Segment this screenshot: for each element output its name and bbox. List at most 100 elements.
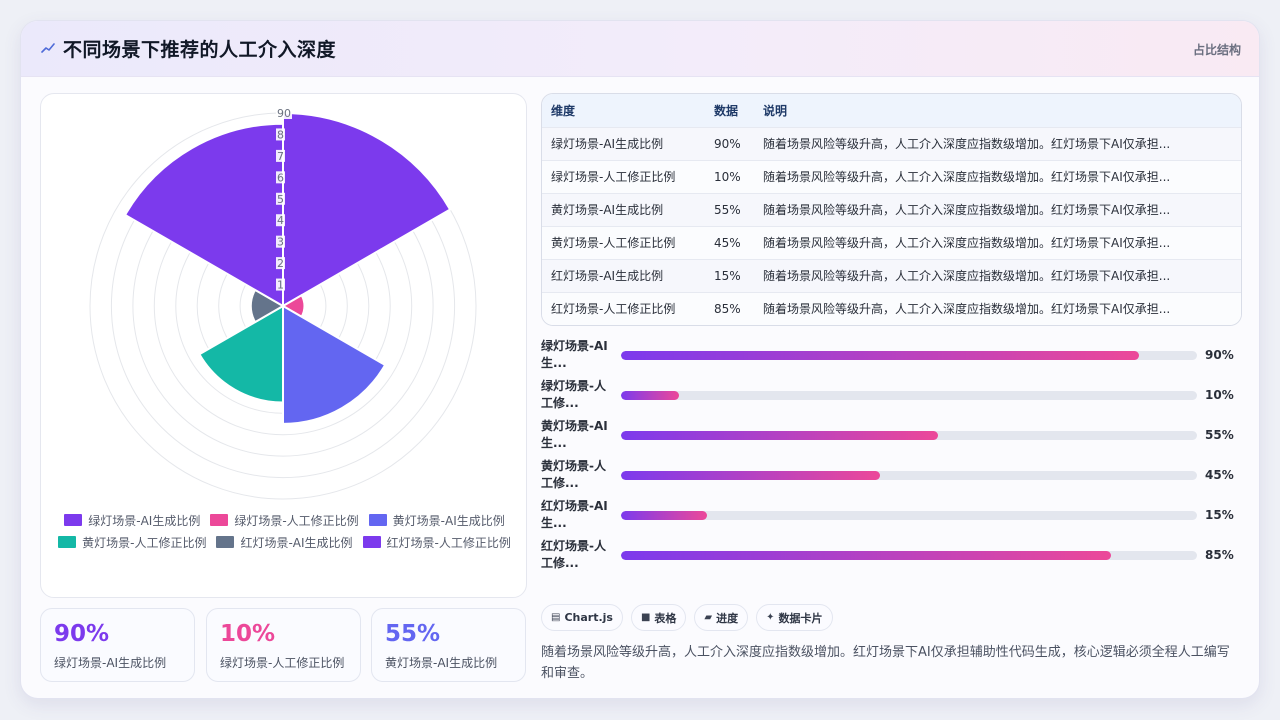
value-cell: 45% xyxy=(714,235,741,250)
progress-fill xyxy=(621,551,1111,560)
chip-label: 表格 xyxy=(654,611,677,625)
legend-label: 绿灯场景-人工修正比例 xyxy=(234,513,359,528)
card-header: 不同场景下推荐的人工介入深度 占比结构 xyxy=(21,21,1259,77)
progress-label-line: 生... xyxy=(541,516,567,530)
radial-tick-label: 7 xyxy=(277,150,284,163)
progress-track xyxy=(621,431,1197,440)
column-header: 数据 xyxy=(714,103,739,118)
view-chip[interactable]: ▤ Chart.js xyxy=(541,604,623,631)
dimension-cell: 绿灯场景-人工修正比例 xyxy=(551,170,676,184)
chart-legend: 绿灯场景-AI生成比例 绿灯场景-人工修正比例 黄灯场景-AI生成比例黄灯场景-人工… xyxy=(41,512,528,550)
progress-label: 黄灯场景-人 工修... xyxy=(541,458,613,492)
data-table: 维度 数据 说明 绿灯场景-AI生成比例 90% 随着场景风险等级升高，人工介入深度… xyxy=(541,93,1242,326)
table-row: 绿灯场景-人工修正比例 10% 随着场景风险等级升高，人工介入深度应指数级增加。红灯… xyxy=(542,160,1241,193)
column-header: 维度 xyxy=(551,103,576,118)
progress-label-line: 绿灯场景-人 xyxy=(541,379,606,393)
progress-row: 黄灯场景-AI 生... 55% xyxy=(541,418,1242,454)
legend-swatch xyxy=(368,514,387,526)
polar-segment[interactable] xyxy=(198,304,284,404)
chart-type-tag: 占比结构 xyxy=(1192,43,1241,57)
progress-label-line: 黄灯场景-AI xyxy=(541,419,608,433)
note-cell: 随着场景风险等级升高，人工介入深度应指数级增加。红灯场景下AI仅承担... xyxy=(763,236,1171,250)
progress-label: 红灯场景-AI 生... xyxy=(541,498,613,532)
progress-label-line: 红灯场景-人 xyxy=(541,539,606,553)
value-cell: 10% xyxy=(714,169,741,184)
radial-tick-label: 4 xyxy=(277,214,284,227)
polar-segment[interactable] xyxy=(123,122,284,308)
progress-label: 绿灯场景-人 工修... xyxy=(541,378,613,412)
legend-label: 红灯场景-人工修正比例 xyxy=(386,535,511,550)
progress-label-line: 工修... xyxy=(541,476,579,490)
table-row: 绿灯场景-AI生成比例 90% 随着场景风险等级升高，人工介入深度应指数级增加。红灯… xyxy=(542,127,1241,160)
legend-swatch xyxy=(362,536,381,548)
tick-label-backdrop xyxy=(276,257,285,270)
legend-item[interactable]: 红灯场景-AI生成比例 xyxy=(216,534,353,550)
legend-item[interactable]: 绿灯场景-人工修正比例 xyxy=(210,512,359,528)
dimension-cell: 红灯场景-AI生成比例 xyxy=(551,269,664,283)
tick-label-backdrop xyxy=(276,278,285,291)
note-cell: 随着场景风险等级升高，人工介入深度应指数级增加。红灯场景下AI仅承担... xyxy=(763,269,1171,283)
tick-label-backdrop xyxy=(276,149,285,162)
progress-fill xyxy=(621,391,679,400)
chip-icon: ▰ xyxy=(704,612,713,623)
table-header-row: 维度 数据 说明 xyxy=(542,94,1241,127)
legend-item[interactable]: 黄灯场景-人工修正比例 xyxy=(58,534,206,550)
legend-item[interactable]: 黄灯场景-AI生成比例 xyxy=(368,512,505,528)
view-chip[interactable]: ▰ 进度 xyxy=(694,604,749,631)
dimension-cell: 红灯场景-人工修正比例 xyxy=(551,302,676,317)
progress-track xyxy=(621,351,1197,360)
radial-tick-label: 3 xyxy=(277,236,284,249)
view-chip[interactable]: ✦ 数据卡片 xyxy=(756,604,833,631)
progress-value: 15% xyxy=(1205,508,1234,522)
progress-value: 45% xyxy=(1205,468,1234,482)
legend-swatch xyxy=(210,514,229,526)
progress-fill xyxy=(621,351,1140,360)
radial-tick-label: 8 xyxy=(277,128,284,141)
progress-label: 黄灯场景-AI 生... xyxy=(541,418,613,452)
summary-text: 随着场景风险等级升高，人工介入深度应指数级增加。红灯场景下AI仅承担辅助性代码生… xyxy=(541,645,1230,681)
chip-label: 进度 xyxy=(716,611,739,625)
radial-tick-label: 2 xyxy=(277,257,284,270)
dimension-cell: 黄灯场景-人工修正比例 xyxy=(551,236,676,250)
stat-value: 55% xyxy=(385,621,441,647)
polar-segment[interactable] xyxy=(282,304,387,425)
progress-label-line: 红灯场景-AI xyxy=(541,499,608,513)
legend-item[interactable]: 红灯场景-人工修正比例 xyxy=(362,534,511,550)
legend-swatch xyxy=(58,536,77,548)
table-row: 红灯场景-人工修正比例 85% 随着场景风险等级升高，人工介入深度应指数级增加。红灯… xyxy=(542,292,1241,325)
polar-segment[interactable] xyxy=(282,111,452,308)
tick-label-backdrop xyxy=(276,235,285,248)
stat-label: 绿灯场景-人工修正比例 xyxy=(220,656,345,670)
chip-bar: ▤ Chart.js ■ 表格 ▰ 进度 ✦ 数据卡片 xyxy=(541,604,833,631)
tick-label-backdrop xyxy=(276,128,285,141)
stat-value: 90% xyxy=(54,621,110,647)
progress-fill xyxy=(621,431,938,440)
progress-label: 绿灯场景-AI 生... xyxy=(541,338,613,372)
radial-tick-label: 5 xyxy=(277,193,284,206)
progress-value: 10% xyxy=(1205,388,1234,402)
legend-label: 黄灯场景-AI生成比例 xyxy=(392,513,505,528)
progress-label-line: 绿灯场景-AI xyxy=(541,339,608,353)
value-cell: 85% xyxy=(714,301,741,316)
report-card: 不同场景下推荐的人工介入深度 占比结构 1 2 3 4 5 6 7 8 90 绿灯场景-AI生成… xyxy=(20,20,1260,699)
progress-value: 90% xyxy=(1205,348,1234,362)
progress-label: 红灯场景-人 工修... xyxy=(541,538,613,572)
view-chip[interactable]: ■ 表格 xyxy=(630,604,687,631)
progress-track xyxy=(621,391,1197,400)
value-cell: 90% xyxy=(714,136,741,151)
legend-label: 绿灯场景-AI生成比例 xyxy=(88,513,201,528)
stat-card: 90% 绿灯场景-AI生成比例 xyxy=(40,608,195,682)
tick-label-backdrop xyxy=(276,171,285,184)
chip-label: 数据卡片 xyxy=(778,611,823,625)
legend-label: 黄灯场景-人工修正比例 xyxy=(82,535,207,550)
dimension-cell: 黄灯场景-AI生成比例 xyxy=(551,203,664,217)
legend-item[interactable]: 绿灯场景-AI生成比例 xyxy=(64,512,200,528)
progress-track xyxy=(621,511,1197,520)
tick-label-backdrop xyxy=(276,214,285,227)
note-cell: 随着场景风险等级升高，人工介入深度应指数级增加。红灯场景下AI仅承担... xyxy=(763,137,1171,151)
chip-icon: ■ xyxy=(640,612,651,623)
radial-tick-label: 90 xyxy=(277,107,291,120)
dimension-cell: 绿灯场景-AI生成比例 xyxy=(551,137,664,151)
progress-row: 红灯场景-人 工修... 85% xyxy=(541,538,1242,574)
polar-chart-panel: 1 2 3 4 5 6 7 8 90 绿灯场景-AI生成比例 绿灯场景-人工修正比例 黄灯场景-AI… xyxy=(40,93,527,598)
